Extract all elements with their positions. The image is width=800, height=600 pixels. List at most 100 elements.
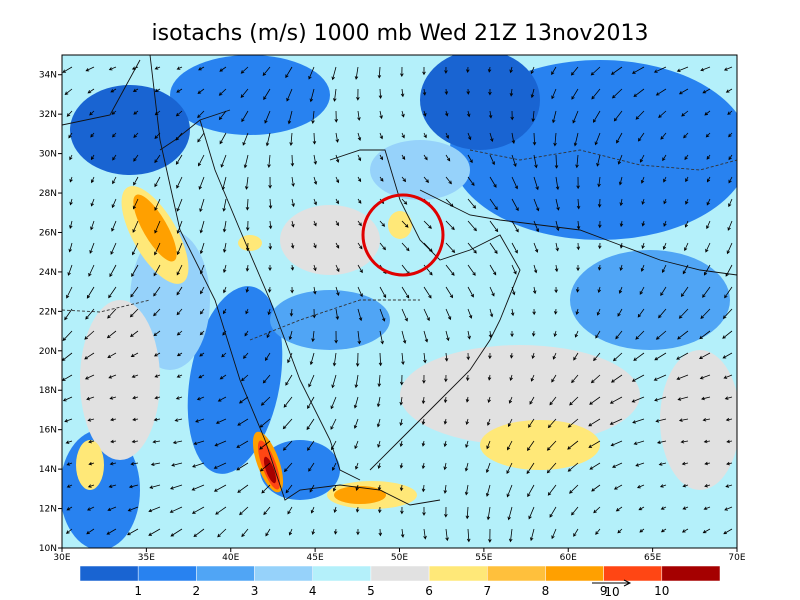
wind-vector (533, 242, 539, 253)
title: isotachs (m/s) 1000 mb Wed 21Z 13nov2013 (152, 21, 649, 46)
wind-vector (353, 396, 359, 409)
wind-vector (291, 198, 295, 208)
wind-vector (465, 440, 469, 449)
wind-vector (223, 308, 227, 315)
wind-vector (656, 440, 667, 445)
lat-label: 24N (39, 268, 57, 278)
wind-vector (263, 88, 271, 101)
wind-vector (681, 528, 689, 533)
wind-vector (309, 352, 315, 366)
wind-vector (703, 439, 711, 444)
wind-vector (313, 176, 318, 185)
wind-vector (528, 506, 535, 520)
wind-vector (199, 264, 205, 275)
wind-vector (334, 110, 339, 123)
wind-vector (357, 286, 363, 298)
wind-vector (65, 528, 73, 534)
wind-vector (725, 264, 733, 277)
wind-vector (87, 418, 95, 422)
wind-vector (171, 462, 183, 467)
wind-vector (570, 66, 579, 76)
wind-vector (444, 110, 449, 117)
wind-vector (264, 110, 271, 124)
wind-vector (722, 308, 733, 319)
wind-vector (663, 198, 667, 205)
wind-vector (133, 176, 139, 186)
wind-vector (264, 352, 271, 361)
wind-vector (199, 242, 205, 255)
wind-vector (423, 286, 432, 299)
wind-vector (682, 264, 689, 275)
wind-vector (307, 396, 315, 409)
wind-vector (706, 176, 711, 183)
speed-contour (170, 55, 330, 135)
wind-vector (176, 286, 183, 296)
wind-vector (467, 220, 477, 232)
wind-vector (633, 352, 645, 361)
speed-contour (334, 486, 386, 504)
wind-vector (589, 462, 601, 470)
wind-vector (290, 264, 295, 271)
wind-vector (725, 88, 733, 93)
wind-vector (551, 528, 557, 540)
wind-vector (533, 220, 540, 233)
wind-vector (554, 286, 558, 294)
wind-vector (509, 352, 514, 359)
wind-vector (213, 484, 227, 492)
wind-vector (88, 264, 95, 277)
wind-vector (400, 506, 404, 515)
wind-vector (107, 308, 117, 319)
wind-vector (699, 374, 711, 380)
wind-vector (575, 286, 580, 293)
wind-vector (291, 220, 295, 228)
wind-vector (553, 132, 557, 147)
wind-vector (379, 330, 384, 345)
wind-vector (313, 242, 317, 249)
wind-vector (507, 418, 513, 428)
colorbar-label: 3 (251, 584, 259, 598)
wind-vector (465, 506, 470, 520)
wind-vector (685, 176, 689, 183)
speed-contour (400, 345, 640, 445)
wind-vector (110, 439, 117, 444)
wind-vector (112, 154, 117, 161)
wind-vector (445, 132, 449, 139)
wind-vector (612, 462, 623, 468)
wind-vector (660, 528, 667, 533)
wind-vector (680, 286, 689, 298)
speed-contour (388, 211, 412, 239)
wind-vector (335, 242, 340, 249)
wind-vector (197, 110, 205, 119)
wind-vector (641, 242, 645, 249)
wind-vector (528, 418, 535, 428)
wind-vector (619, 242, 624, 249)
wind-vector (222, 242, 227, 253)
wind-vector (68, 132, 73, 139)
lon-label: 70E (728, 553, 745, 563)
wind-vector (510, 110, 514, 121)
wind-vector (423, 242, 433, 253)
wind-vector (423, 132, 427, 139)
wind-vector (489, 198, 498, 211)
wind-vector (66, 506, 73, 511)
lat-label: 14N (39, 465, 57, 475)
wind-vector (552, 352, 557, 360)
wind-vector (529, 396, 535, 405)
lon-label: 65E (644, 553, 661, 563)
wind-vector (335, 176, 340, 184)
colorbar-box (137, 565, 197, 582)
wind-vector (726, 461, 733, 466)
wind-vector (571, 88, 579, 100)
wind-vector (488, 330, 493, 339)
wind-vector (555, 176, 560, 191)
wind-vector (356, 528, 360, 536)
wind-vector (332, 88, 337, 102)
wind-vector (192, 462, 205, 468)
wind-vector (615, 506, 623, 512)
wind-vector (154, 220, 161, 234)
wind-vector (422, 506, 426, 516)
colorbar-label: 10 (654, 584, 669, 598)
wind-vector (631, 66, 645, 74)
wind-vector (510, 308, 515, 317)
wind-vector (489, 308, 494, 318)
